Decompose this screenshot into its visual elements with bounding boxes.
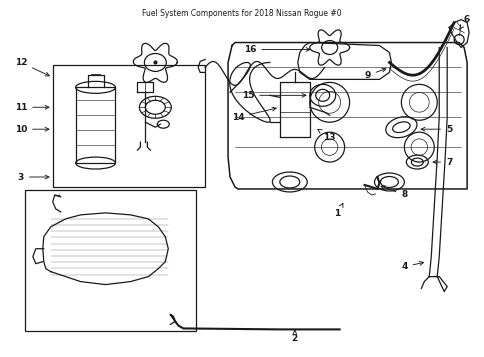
Text: 15: 15 [241, 91, 305, 100]
Text: 5: 5 [420, 125, 452, 134]
Text: Fuel System Components for 2018 Nissan Rogue #0: Fuel System Components for 2018 Nissan R… [142, 9, 341, 17]
Text: 13: 13 [317, 129, 335, 142]
Text: 6: 6 [458, 15, 469, 29]
Text: 11: 11 [15, 103, 49, 112]
Text: 7: 7 [432, 157, 452, 167]
Text: 12: 12 [15, 58, 49, 76]
Text: 10: 10 [15, 125, 49, 134]
Text: 3: 3 [18, 172, 49, 181]
Text: 1: 1 [334, 203, 342, 218]
Bar [53, 65, 205, 187]
Text: 9: 9 [363, 68, 385, 80]
Text: 4: 4 [400, 261, 423, 271]
Bar [76, 87, 115, 163]
Text: 2: 2 [291, 330, 297, 343]
Text: 8: 8 [380, 186, 407, 200]
Text: 14: 14 [231, 107, 275, 122]
Text: 16: 16 [243, 45, 309, 54]
Bar [25, 190, 196, 331]
